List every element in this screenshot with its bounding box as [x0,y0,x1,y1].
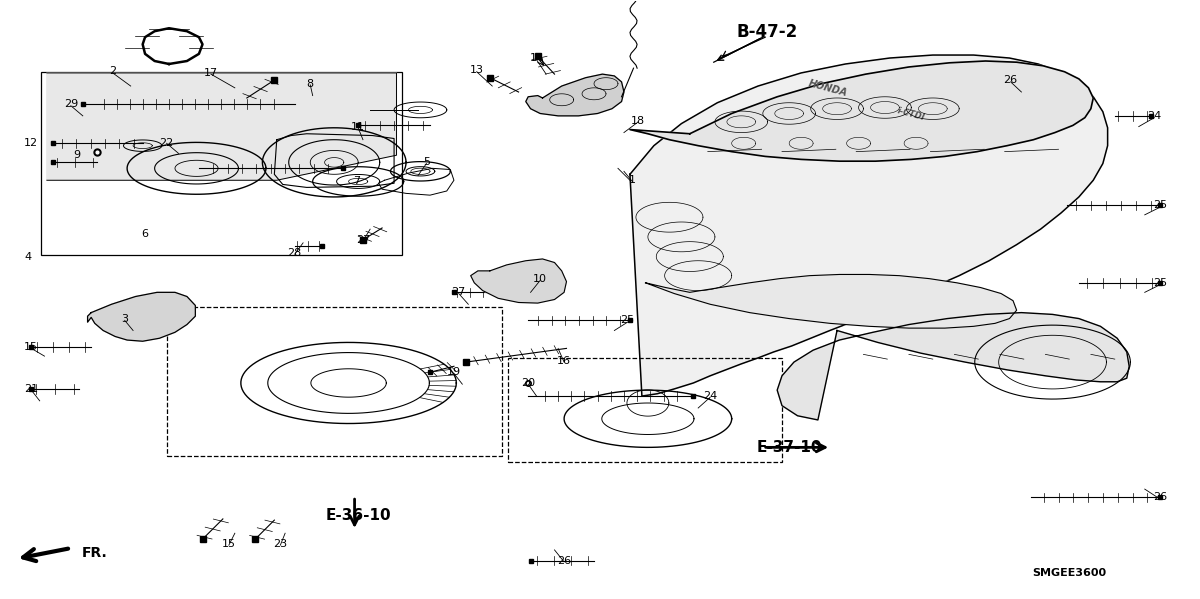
Bar [41,72,402,255]
Text: 27: 27 [356,235,370,245]
Text: 10: 10 [533,274,547,284]
Text: 2: 2 [109,66,116,76]
Text: 20: 20 [521,378,535,388]
Text: 13: 13 [469,65,484,75]
Text: 17: 17 [204,68,218,78]
Text: 4: 4 [24,252,31,262]
Text: FR.: FR. [82,546,107,560]
Text: E-36-10: E-36-10 [325,508,391,523]
Text: 19: 19 [446,367,461,377]
Text: 22: 22 [160,138,174,149]
Text: 14: 14 [529,53,544,63]
Bar [508,358,782,462]
Text: 24: 24 [703,391,718,401]
Text: 11: 11 [352,122,365,132]
Polygon shape [470,259,566,303]
Text: SMGEE3600: SMGEE3600 [1032,568,1106,577]
Text: 21: 21 [24,384,38,394]
Text: 26: 26 [1153,492,1168,503]
Polygon shape [646,274,1016,328]
Text: 26: 26 [1003,75,1018,85]
Text: 15: 15 [24,342,38,352]
Polygon shape [88,292,196,341]
Text: 5: 5 [422,158,430,167]
Text: B-47-2: B-47-2 [737,23,798,41]
Text: 25: 25 [1153,200,1168,210]
Text: E-37-10: E-37-10 [756,440,822,455]
Text: 15: 15 [222,539,236,549]
Text: 23: 23 [274,539,288,549]
Text: 3: 3 [121,314,128,323]
Text: i-CTDI: i-CTDI [896,107,926,123]
Text: 16: 16 [557,356,571,366]
Text: 27: 27 [451,288,466,297]
Text: HONDA: HONDA [806,78,848,98]
Polygon shape [630,55,1108,396]
Polygon shape [526,74,624,116]
Text: 25: 25 [1153,278,1168,288]
Text: 9: 9 [73,150,80,160]
Polygon shape [630,61,1093,161]
Text: 26: 26 [557,556,571,565]
Text: 12: 12 [24,138,38,149]
Polygon shape [47,73,396,180]
Text: 25: 25 [620,315,635,325]
Polygon shape [778,313,1129,420]
Bar [167,307,502,456]
Text: 28: 28 [288,248,302,258]
Text: 6: 6 [142,229,149,239]
Text: 8: 8 [307,78,314,89]
Text: 7: 7 [354,177,360,186]
Text: 29: 29 [64,99,78,109]
Text: 1: 1 [629,176,636,185]
Text: 18: 18 [631,116,646,126]
Text: 24: 24 [1147,111,1162,121]
